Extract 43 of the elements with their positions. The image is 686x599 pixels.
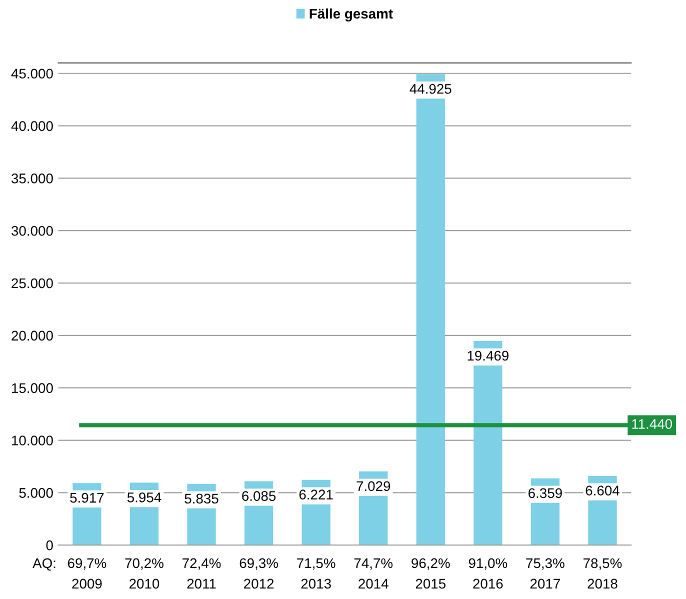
x-tick-label: 2009 [72, 578, 102, 589]
x-tick-label: 2013 [301, 578, 331, 589]
y-tick-label: 45.000 [11, 68, 53, 79]
y-tick-label: 25.000 [12, 278, 53, 288]
text: 5.954 [127, 492, 162, 502]
text: 69,7% [68, 558, 106, 570]
text: 5.835 [184, 494, 218, 504]
y-tick-label: 10.000 [12, 436, 53, 446]
text: AQ: [32, 558, 56, 571]
text: 69,3% [240, 558, 278, 570]
text: 74,7% [354, 558, 393, 570]
text: 75,3% [526, 558, 564, 570]
ref-line-label: 11.440 [632, 419, 672, 429]
text: 19.469 [468, 350, 508, 361]
y-tick-label: 30.000 [12, 226, 53, 236]
text: 6.221 [299, 490, 333, 500]
text: 6.359 [528, 488, 562, 498]
y-tick-label: 0 [46, 540, 53, 550]
y-tick-label: 35.000 [12, 174, 53, 184]
y-tick-label: 15.000 [12, 383, 53, 394]
legend-label: Fälle gesamt [310, 8, 393, 22]
text: 5.917 [70, 492, 104, 503]
x-tick-label: 2010 [129, 578, 160, 589]
x-tick-label: 2018 [588, 578, 618, 589]
text: 7.029 [356, 481, 390, 492]
text: 44.925 [410, 84, 452, 94]
text: 91,0% [468, 558, 508, 570]
text: 70,2% [125, 558, 164, 570]
x-tick-label: 2014 [358, 578, 388, 589]
x-tick-label: 2015 [416, 578, 446, 589]
text: 71,5% [297, 558, 336, 570]
y-tick-label: 20.000 [12, 330, 53, 341]
text: 72,4% [182, 558, 221, 570]
x-tick-label: 2017 [530, 578, 560, 589]
text: 96,2% [412, 558, 450, 570]
y-tick-label: 40.000 [11, 121, 53, 131]
text: 6.604 [586, 486, 620, 496]
x-tick-label: 2012 [244, 578, 274, 589]
x-tick-label: 2011 [187, 578, 216, 589]
y-tick-label: 5.000 [19, 488, 53, 498]
text: 78,5% [584, 558, 622, 570]
text: 6.085 [242, 491, 276, 501]
x-tick-label: 2016 [473, 578, 503, 589]
